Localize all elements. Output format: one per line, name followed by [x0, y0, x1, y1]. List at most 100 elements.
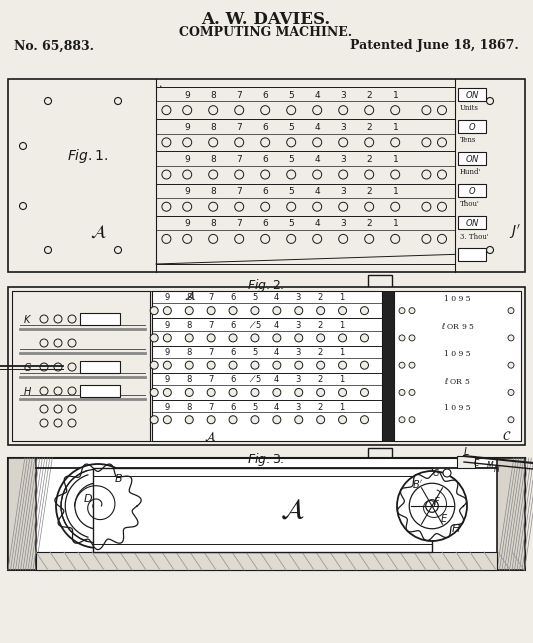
Text: $\mathit{8}$: $\mathit{8}$ [186, 346, 192, 357]
Circle shape [40, 363, 48, 371]
Circle shape [487, 246, 494, 253]
Circle shape [295, 334, 303, 342]
Text: $\mathit{8}$: $\mathit{8}$ [186, 374, 192, 385]
Text: $\mathit{F}$: $\mathit{F}$ [433, 495, 441, 507]
Circle shape [338, 235, 348, 244]
Text: 1 0 9 5: 1 0 9 5 [444, 404, 471, 412]
Text: 1 0 9 5: 1 0 9 5 [444, 295, 471, 303]
Circle shape [162, 235, 171, 244]
Text: $\mathit{1}$: $\mathit{1}$ [340, 319, 346, 330]
Text: .: . [159, 79, 163, 89]
Text: $\mathit{4}$: $\mathit{4}$ [273, 291, 280, 302]
Circle shape [183, 235, 192, 244]
Text: $\mathit{N}$: $\mathit{N}$ [493, 462, 500, 473]
Circle shape [68, 339, 76, 347]
Circle shape [261, 202, 270, 211]
Circle shape [313, 170, 322, 179]
Circle shape [261, 138, 270, 147]
Text: $\mathit{\not{5}}$: $\mathit{\not{5}}$ [248, 319, 261, 330]
Circle shape [163, 416, 171, 424]
Circle shape [295, 307, 303, 314]
Bar [93, 468, 432, 552]
Circle shape [365, 235, 374, 244]
Circle shape [313, 105, 322, 114]
Circle shape [487, 98, 494, 105]
Text: $\mathit{1}$: $\mathit{1}$ [392, 217, 399, 228]
Text: $\mathit{8}$: $\mathit{8}$ [186, 319, 192, 330]
Circle shape [183, 170, 192, 179]
Circle shape [54, 405, 62, 413]
Circle shape [235, 202, 244, 211]
Text: $\mathit{9}$: $\mathit{9}$ [164, 346, 171, 357]
Circle shape [40, 387, 48, 395]
Text: $\mathit{\not{5}}$: $\mathit{\not{5}}$ [248, 374, 261, 384]
Circle shape [229, 334, 237, 342]
Text: $\mathit{ON}$: $\mathit{ON}$ [465, 89, 479, 100]
Text: $\mathit{8}$: $\mathit{8}$ [209, 121, 217, 132]
Bar [382, 291, 394, 441]
Circle shape [54, 339, 62, 347]
Circle shape [287, 105, 296, 114]
Circle shape [360, 334, 368, 342]
Circle shape [150, 416, 158, 424]
Circle shape [360, 361, 368, 369]
Circle shape [273, 307, 281, 314]
Circle shape [360, 307, 368, 314]
Text: $\mathit{8}$: $\mathit{8}$ [209, 153, 217, 164]
Circle shape [399, 390, 405, 395]
Circle shape [40, 339, 48, 347]
Bar [8, 79, 525, 272]
Circle shape [54, 363, 62, 371]
Text: Thou': Thou' [460, 201, 480, 208]
Circle shape [438, 138, 447, 147]
Circle shape [313, 235, 322, 244]
Text: $\mathit{2}$: $\mathit{2}$ [366, 217, 373, 228]
Circle shape [68, 419, 76, 427]
Text: $\mathit{8}$: $\mathit{8}$ [186, 291, 192, 302]
Text: $\mathit{G}$: $\mathit{G}$ [23, 361, 33, 373]
Circle shape [409, 335, 415, 341]
Circle shape [317, 361, 325, 369]
Circle shape [313, 202, 322, 211]
Text: $\mathit{Fig. 3.}$: $\mathit{Fig. 3.}$ [247, 451, 285, 467]
Bar [368, 448, 392, 466]
Bar [12, 291, 521, 441]
Bar [458, 120, 486, 132]
Bar [8, 458, 36, 570]
Text: $\mathit{ON}$: $\mathit{ON}$ [465, 217, 479, 228]
Circle shape [409, 417, 415, 422]
Text: $\mathit{6}$: $\mathit{6}$ [230, 346, 237, 357]
Circle shape [399, 417, 405, 422]
Circle shape [443, 469, 451, 477]
Text: $\mathit{B}$: $\mathit{B}$ [114, 472, 123, 484]
Circle shape [150, 307, 158, 314]
Circle shape [365, 105, 374, 114]
Circle shape [391, 202, 400, 211]
Circle shape [287, 202, 296, 211]
Circle shape [438, 105, 447, 114]
Bar [458, 184, 486, 197]
Circle shape [68, 315, 76, 323]
Circle shape [207, 388, 215, 397]
Text: $\mathit{D}$: $\mathit{D}$ [83, 492, 93, 504]
Circle shape [438, 235, 447, 244]
Text: $\mathit{5}$: $\mathit{5}$ [288, 185, 295, 196]
Text: $\mathit{3}$: $\mathit{3}$ [295, 319, 302, 330]
Text: $\mathit{5}$: $\mathit{5}$ [288, 89, 295, 100]
Circle shape [162, 138, 171, 147]
Text: $\mathit{C}$: $\mathit{C}$ [473, 458, 481, 469]
Text: $\mathit{J'}$: $\mathit{J'}$ [509, 223, 521, 241]
Circle shape [150, 388, 158, 397]
Circle shape [68, 405, 76, 413]
Circle shape [295, 388, 303, 397]
Circle shape [338, 202, 348, 211]
Circle shape [338, 170, 348, 179]
Circle shape [295, 361, 303, 369]
Circle shape [209, 105, 217, 114]
Text: $\mathit{9}$: $\mathit{9}$ [184, 185, 191, 196]
Text: $\mathit{7}$: $\mathit{7}$ [208, 291, 214, 302]
Circle shape [56, 464, 140, 548]
Circle shape [422, 202, 431, 211]
Circle shape [409, 390, 415, 395]
Circle shape [422, 235, 431, 244]
